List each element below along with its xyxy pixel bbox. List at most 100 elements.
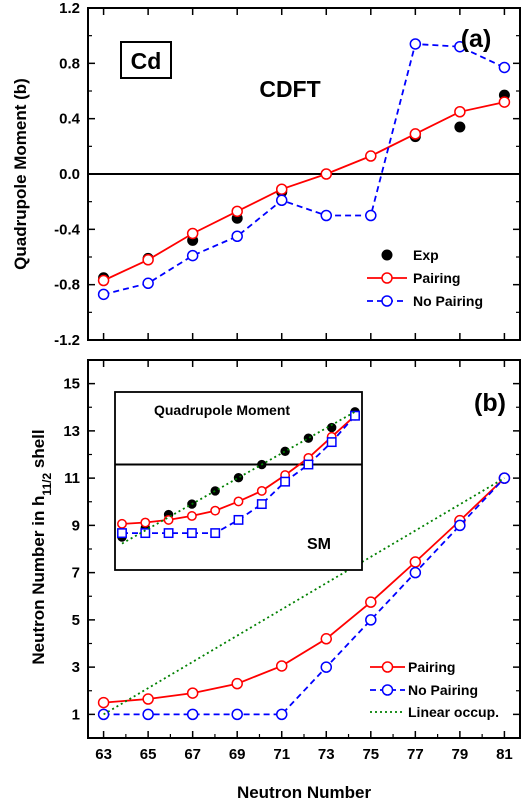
- panel-b-y-axis-title: Neutron Number in h11/2 shell: [29, 429, 54, 664]
- inset-series-no-pairing-point: [326, 437, 337, 448]
- panel-b-series-pairing-point: [320, 633, 333, 645]
- inset-series-no-pairing-point: [303, 459, 314, 470]
- panel-a-series-pairing-point: [365, 150, 377, 162]
- inset-series-pairing-point: [163, 514, 174, 525]
- panel-a-series-no-pairing-point: [186, 249, 199, 262]
- panel-b-series-pairing-line: [103, 477, 506, 704]
- panel-a-series-no-pairing-point: [409, 38, 422, 50]
- inset-title: Quadrupole Moment: [154, 402, 290, 418]
- panel-b-series-pairing-point: [186, 687, 199, 699]
- inset-series-no-pairing-point: [350, 410, 360, 421]
- panel-a-series-no-pairing-point: [231, 230, 243, 242]
- panel-a-y-tick-label: 1.2: [59, 0, 80, 17]
- panel-b-series-pairing-point: [365, 596, 377, 608]
- inset-series-no-pairing-point: [256, 499, 267, 510]
- inset-series-exp-point: [303, 433, 314, 443]
- inset-series-pairing-point: [210, 505, 221, 516]
- panel-a-y-tick-label: -1.2: [54, 332, 80, 349]
- panel-a-series-pairing-point: [498, 96, 511, 108]
- inset-series-no-pairing-point: [210, 528, 221, 539]
- inset-series-no-pairing-point: [186, 528, 197, 539]
- panel-a-series-pairing-point: [186, 227, 199, 240]
- panel-b-x-tick-label: 65: [140, 746, 157, 763]
- inset-series-exp-point: [233, 473, 244, 483]
- panel-b-series-pairing-point: [97, 696, 110, 709]
- panel-a-legend-marker: [381, 295, 393, 307]
- panel-b-label: (b): [474, 389, 506, 417]
- panel-a-series-exp-point: [454, 121, 466, 133]
- panel-a-series-no-pairing-point: [142, 277, 154, 290]
- inset-series-no-pairing-line: [122, 415, 356, 534]
- panel-b-series-no-pairing-point: [365, 614, 377, 626]
- inset-series-pairing-point: [256, 485, 267, 496]
- panel-a-series-pairing-point: [454, 106, 466, 118]
- panel-b-y-tick-label: 11: [64, 470, 80, 487]
- panel-a-y-tick-label: 0.0: [59, 166, 80, 183]
- panel-b-x-tick-label: 73: [318, 746, 335, 763]
- panel-a-label: (a): [461, 25, 492, 53]
- inset-series-no-pairing-point: [117, 528, 127, 539]
- panel-b-y-tick-label: 3: [72, 659, 80, 676]
- panel-a-legend-label: Pairing: [413, 270, 460, 286]
- panel-b-x-tick-label: 77: [407, 746, 424, 763]
- panel-a-y-axis-title: Quadrupole Moment (b): [11, 78, 30, 270]
- inset-series-no-pairing-point: [280, 476, 291, 487]
- panel-a-legend-label: Exp: [413, 247, 439, 263]
- panel-b-y-tick-label: 7: [72, 565, 80, 582]
- panel-a-series-no-pairing-point: [275, 194, 288, 207]
- panel-b-series-no-pairing-point: [409, 566, 422, 579]
- panel-a-y-tick-label: 0.4: [59, 111, 81, 128]
- panel-a-series-pairing-line: [103, 101, 505, 282]
- inset-label: SM: [307, 536, 331, 553]
- panel-a-y-tick-label: 0.8: [59, 55, 80, 72]
- panel-b-series-pairing-point: [231, 677, 243, 690]
- panel-b-y-tick-label: 1: [72, 706, 80, 723]
- element-label-box: [120, 41, 172, 79]
- panel-b-x-tick-label: 69: [229, 746, 246, 763]
- panel-a-y-tick-label: -0.4: [54, 221, 81, 238]
- panel-a-series-pairing-point: [97, 274, 110, 287]
- panel-b-series-pairing-point: [275, 660, 288, 672]
- panel-a-legend-marker: [381, 249, 393, 261]
- panel-a-series-pairing-point: [231, 205, 243, 218]
- panel-a-series-no-pairing-point: [97, 288, 110, 301]
- panel-a-series-no-pairing-line: [103, 43, 505, 296]
- panel-a-y-tick-label: -0.8: [54, 277, 80, 294]
- inset-series-pairing-point: [140, 517, 151, 528]
- panel-b-series-pairing-point: [142, 693, 154, 705]
- element-label: Cd: [131, 48, 162, 74]
- inset-series-exp-point: [210, 486, 220, 496]
- panel-b-series-no-pairing-point: [142, 708, 154, 721]
- panel-a-title: CDFT: [259, 76, 320, 102]
- inset-series-pairing-point: [186, 510, 197, 521]
- panel-a-series-pairing-point: [320, 168, 333, 180]
- inset-series-pairing-point: [233, 496, 244, 507]
- panel-a-legend-marker: [381, 272, 393, 284]
- panel-b-series-no-pairing-point: [454, 519, 466, 532]
- panel-b-legend-label: Linear occup.: [408, 704, 499, 720]
- panel-a-series-pairing-point: [275, 183, 288, 195]
- panel-b-series-no-pairing-point: [231, 708, 243, 721]
- panel-b-legend-marker: [381, 684, 394, 696]
- panel-b-y-tick-label: 15: [63, 376, 80, 393]
- panel-b-series-no-pairing-point: [320, 661, 333, 673]
- panel-b-y-tick-label: 5: [72, 612, 80, 629]
- inset-series-no-pairing-point: [163, 528, 174, 539]
- panel-b-series-pairing-point: [409, 556, 422, 568]
- panel-b-y-tick-label: 9: [72, 517, 80, 534]
- panel-b-legend-label: No Pairing: [408, 682, 478, 698]
- panel-b-x-tick-label: 79: [452, 746, 469, 763]
- inset-series-pairing-point: [117, 518, 127, 529]
- panel-b-legend-label: Pairing: [408, 659, 455, 675]
- panel-a-series-no-pairing-point: [454, 40, 466, 53]
- inset-series-exp-point: [280, 446, 290, 457]
- panel-b-series-no-pairing-line: [103, 477, 506, 716]
- panel-b-series-no-pairing-point: [186, 708, 199, 721]
- panel-a-legend-label: No Pairing: [413, 293, 483, 309]
- panel-a-series-no-pairing-point: [498, 61, 511, 74]
- panel-b-legend-marker: [381, 661, 394, 673]
- panel-b-x-axis-title: Neutron Number: [237, 783, 372, 802]
- panel-b-x-tick-label: 67: [184, 746, 201, 763]
- panel-b-x-tick-label: 63: [95, 746, 112, 763]
